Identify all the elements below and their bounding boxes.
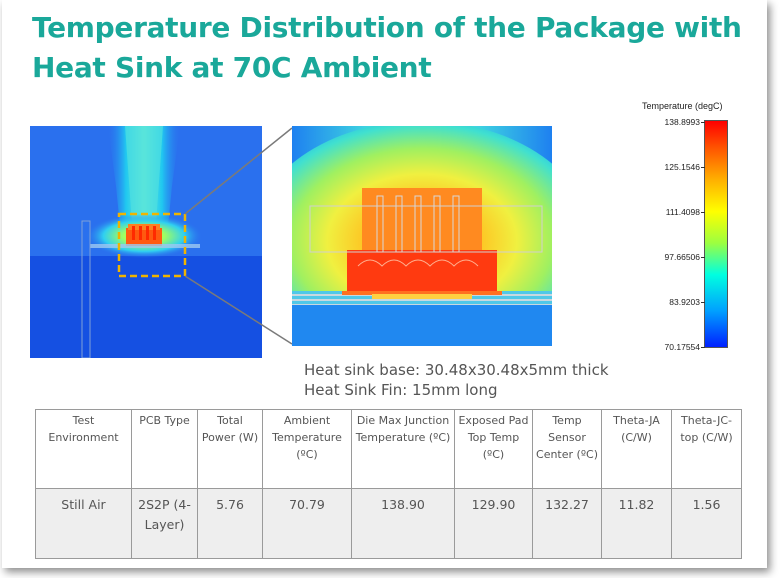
- table-cell: Still Air: [35, 488, 132, 559]
- legend-tick-mark: [701, 122, 705, 123]
- legend-tick: 138.8993: [664, 117, 700, 127]
- legend-tick: 125.1546: [664, 162, 700, 172]
- legend-tick-mark: [701, 257, 705, 258]
- thermal-overview-image: [30, 126, 262, 358]
- title-line-2: Heat Sink at 70C Ambient: [32, 51, 432, 84]
- table-header-cell: Test Environment: [35, 409, 132, 489]
- legend-tick: 83.9203: [669, 297, 700, 307]
- title-line-1: Temperature Distribution of the Package …: [32, 11, 742, 44]
- table-header-cell: Temp Sensor Center (ºC): [532, 409, 602, 489]
- heat-sink-caption: Heat sink base: 30.48x30.48x5mm thick He…: [304, 360, 609, 400]
- legend-color-bar: [704, 120, 728, 348]
- table-cell: 5.76: [197, 488, 263, 559]
- legend-tick: 97.66506: [664, 252, 700, 262]
- table-cell: 1.56: [671, 488, 742, 559]
- table-header-cell: Total Power (W): [197, 409, 263, 489]
- slide-title: Temperature Distribution of the Package …: [32, 8, 742, 88]
- table-cell: 11.82: [601, 488, 672, 559]
- legend-tick-mark: [701, 212, 705, 213]
- thermal-zoom-image: [292, 126, 552, 346]
- thermal-results-table: Test Environment PCB Type Total Power (W…: [35, 409, 742, 559]
- caption-line-1: Heat sink base: 30.48x30.48x5mm thick: [304, 361, 609, 379]
- legend-title: Temperature (degC): [642, 101, 723, 111]
- table-cell: 70.79: [262, 488, 352, 559]
- table-header-cell: PCB Type: [131, 409, 198, 489]
- legend-tick: 70.17554: [664, 342, 700, 352]
- table-cell: 129.90: [454, 488, 533, 559]
- table-header-cell: Theta-JA (C/W): [601, 409, 672, 489]
- legend-tick-mark: [701, 167, 705, 168]
- table-header-cell: Die Max Junction Temperature (ºC): [351, 409, 455, 489]
- legend-tick-mark: [701, 302, 705, 303]
- table-header-cell: Theta-JC-top (C/W): [671, 409, 742, 489]
- table-header-row: Test Environment PCB Type Total Power (W…: [35, 409, 742, 489]
- legend-tick-mark: [701, 347, 705, 348]
- table-cell: 2S2P (4-Layer): [131, 488, 198, 559]
- legend-tick: 111.4098: [665, 207, 700, 217]
- table-header-cell: Ambient Temperature (ºC): [262, 409, 352, 489]
- temperature-legend: Temperature (degC) 138.8993 125.1546 111…: [640, 98, 750, 356]
- table-cell: 132.27: [532, 488, 602, 559]
- table-cell: 138.90: [351, 488, 455, 559]
- caption-line-2: Heat Sink Fin: 15mm long: [304, 381, 498, 399]
- table-row: Still Air 2S2P (4-Layer) 5.76 70.79 138.…: [35, 488, 742, 559]
- table-header-cell: Exposed Pad Top Temp (ºC): [454, 409, 533, 489]
